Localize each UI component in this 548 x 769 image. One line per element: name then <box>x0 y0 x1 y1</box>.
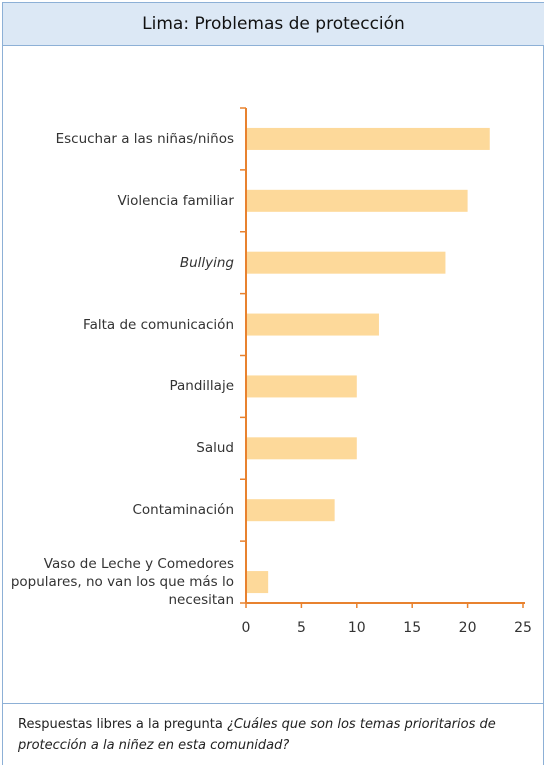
chart-title: Lima: Problemas de protección <box>3 3 544 46</box>
divider <box>2 703 544 704</box>
x-tick-label: 15 <box>403 620 421 636</box>
footnote: Respuestas libres a la pregunta ¿Cuáles … <box>18 714 533 756</box>
x-tick-label: 25 <box>514 620 532 636</box>
y-tick-label: Pandillaje <box>169 378 234 395</box>
y-tick-label: Escuchar a las niñas/niños <box>55 130 234 147</box>
y-tick-label: Falta de comunicación <box>83 316 234 333</box>
bar <box>246 313 379 336</box>
x-tick-label: 20 <box>459 620 477 636</box>
bar <box>246 251 446 274</box>
x-tick-label: 0 <box>242 620 251 636</box>
bar <box>246 127 490 150</box>
bar <box>246 375 357 398</box>
footnote-question: ¿Cuáles que son los temas prioritarios d… <box>18 717 496 753</box>
bar <box>246 189 468 212</box>
bar <box>246 499 335 522</box>
x-tick-label: 5 <box>297 620 306 636</box>
y-tick-label: Violencia familiar <box>117 192 234 209</box>
bar <box>246 571 269 594</box>
y-tick-label: Contaminación <box>132 502 234 519</box>
y-tick-label: Salud <box>196 440 234 457</box>
bar <box>246 437 357 460</box>
y-tick-label: Bullying <box>179 254 234 271</box>
x-tick-label: 10 <box>348 620 366 636</box>
y-tick-label: Vaso de Leche y Comedores populares, no … <box>10 556 234 609</box>
footnote-text: Respuestas libres a la pregunta <box>18 717 223 732</box>
